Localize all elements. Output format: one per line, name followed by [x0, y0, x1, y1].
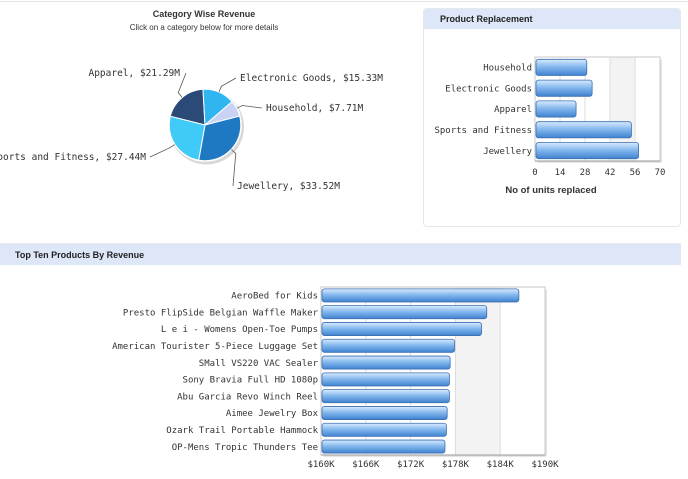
bar-presto-flipside-belgian-waffle-maker: [321, 305, 488, 320]
category-label-jewellery: Jewellery: [483, 147, 532, 157]
top-ten-chart: AeroBed for Kids Presto FlipSide Belgian …: [112, 286, 559, 470]
top-ten-panel: [0, 243, 681, 479]
category-label-electronic-goods: Electronic Goods: [445, 84, 532, 94]
bar-l-e-i-womens-open-toe-pumps: [321, 322, 482, 336]
x-tick-label: 14: [555, 168, 566, 178]
bar-op-mens-tropic-thunders-tee: [321, 439, 446, 454]
category-label-american-tourister-5-piece-luggage-set: American Tourister 5-Piece Luggage Set: [112, 342, 318, 352]
pie-label-electronic-goods: Electronic Goods, $15.33M: [240, 73, 383, 84]
x-tick-label: $184K: [487, 460, 515, 470]
bar-household: [535, 58, 588, 76]
pie-chart-subtitle: Click on a category below for more detai…: [129, 23, 279, 32]
pie-label-sports-and-fitness: Sports and Fitness, $27.44M: [0, 152, 146, 163]
x-tick-label: $172K: [397, 460, 425, 470]
x-tick-label: 42: [605, 168, 616, 178]
bar-american-tourister-5-piece-luggage-set: [321, 338, 456, 353]
pie-leader-jewellery: [231, 149, 237, 187]
pie-chart: Apparel, $21.29M Electronic Goods, $15.33…: [0, 68, 383, 192]
pie-leader-household: [236, 105, 263, 109]
category-label-aerobed-for-kids: AeroBed for Kids: [231, 292, 318, 302]
category-label-op-mens-tropic-thunders-tee: OP-Mens Tropic Thunders Tee: [172, 443, 318, 453]
bar-ozark-trail-portable-hammock: [321, 422, 447, 437]
bar-aimee-jewelry-box: [321, 406, 448, 420]
category-label-small-vs220-vac-sealer: SMall VS220 VAC Sealer: [199, 359, 319, 369]
category-label-apparel: Apparel: [494, 105, 532, 115]
bar-electronic-goods: [535, 79, 593, 97]
x-tick-label: 0: [532, 168, 537, 178]
bar-aerobed-for-kids: [321, 288, 520, 303]
pie-chart-title: Category Wise Revenue: [152, 9, 256, 19]
product-replacement-header: Product Replacement: [424, 9, 680, 29]
top-divider: [0, 1, 688, 2]
x-tick-label: 70: [655, 168, 666, 178]
pie-rim: [168, 88, 242, 162]
pie-label-jewellery: Jewellery, $33.52M: [237, 181, 340, 192]
bar-jewellery: [535, 142, 639, 160]
product-replacement-chart: Household Electronic Goods Apparel Sports a…: [434, 56, 666, 178]
bar-sony-bravia-full-hd-1080p: [321, 372, 450, 387]
pie-leader-apparel: [177, 72, 187, 98]
category-label-ozark-trail-portable-hammock: Ozark Trail Portable Hammock: [166, 426, 318, 436]
pie-leader-electronic-goods: [218, 77, 237, 93]
pie-leader-sports-and-fitness: [149, 144, 175, 158]
pie-label-apparel: Apparel, $21.29M: [88, 68, 180, 79]
x-tick-label: $160K: [307, 460, 335, 470]
x-tick-label: 28: [580, 168, 591, 178]
x-tick-label: $166K: [352, 460, 380, 470]
bar-apparel: [535, 100, 577, 118]
category-label-aimee-jewelry-box: Aimee Jewelry Box: [226, 409, 319, 419]
category-label-household: Household: [483, 64, 532, 74]
x-tick-label: $190K: [531, 460, 559, 470]
x-tick-label: 56: [630, 168, 641, 178]
x-tick-label: $178K: [442, 460, 470, 470]
product-replacement-axis-title: No of units replaced: [505, 185, 597, 196]
top-ten-header: Top Ten Products By Revenue: [0, 244, 681, 265]
category-label-presto-flipside-belgian-waffle-maker: Presto FlipSide Belgian Waffle Maker: [123, 308, 319, 318]
pie-label-household: Household, $7.71M: [266, 103, 364, 114]
category-label-l-e-i-womens-open-toe-pumps: L e i - Womens Open-Toe Pumps: [161, 325, 318, 335]
category-label-sports-and-fitness: Sports and Fitness: [434, 126, 532, 136]
bar-small-vs220-vac-sealer: [321, 355, 451, 370]
bar-sports-and-fitness: [535, 121, 632, 139]
category-label-abu-garcia-revo-winch-reel: Abu Garcia Revo Winch Reel: [177, 392, 318, 402]
category-label-sony-bravia-full-hd-1080p: Sony Bravia Full HD 1080p: [183, 376, 318, 386]
bar-abu-garcia-revo-winch-reel: [321, 389, 450, 404]
